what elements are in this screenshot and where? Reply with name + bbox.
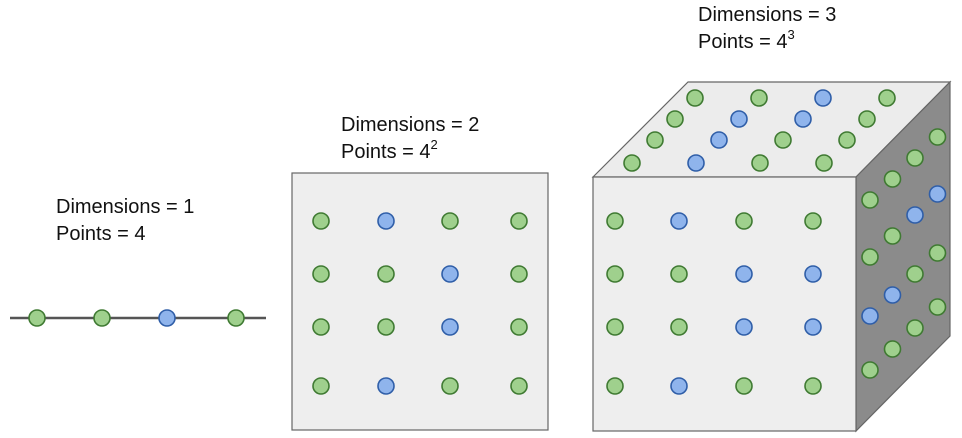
two-d-green-point [510, 265, 528, 283]
one-d-points [28, 309, 245, 327]
cube-front-green-point [606, 265, 624, 283]
two-d-points-label: Points = 42 [341, 137, 438, 163]
three-d-points-label: Points = 43 [698, 27, 795, 53]
cube-top-green-point [666, 110, 684, 128]
cube-top-green-point [750, 89, 768, 107]
two-d-points-exponent: 2 [431, 137, 438, 152]
cube-front-green-point [606, 377, 624, 395]
one-d-panel: Dimensions = 1 Points = 4 [10, 196, 266, 327]
two-d-green-point [441, 212, 459, 230]
two-d-dimensions-label: Dimensions = 2 [341, 114, 479, 136]
cube-top-blue-point [730, 110, 748, 128]
cube-side-blue-point [883, 286, 902, 304]
cube-front-blue-point [735, 265, 753, 283]
cube-front-green-point [606, 318, 624, 336]
cube-top-green-point [858, 110, 876, 128]
cube-top-green-point [815, 154, 833, 172]
two-d-green-point [510, 212, 528, 230]
two-d-green-point [312, 212, 330, 230]
cube-front-green-point [804, 212, 822, 230]
three-d-points-base: Points = 4 [698, 31, 788, 53]
cube-side-green-point [883, 340, 902, 358]
cube-top-green-point [878, 89, 896, 107]
one-d-blue-point [158, 309, 176, 327]
cube-front-green-point [670, 265, 688, 283]
cube-top-green-point [774, 131, 792, 149]
two-d-green-point [312, 318, 330, 336]
one-d-green-point [93, 309, 111, 327]
cube-side-green-point [906, 265, 924, 283]
two-d-square [291, 172, 549, 431]
two-d-points [312, 212, 528, 395]
cube-side-green-point [928, 244, 947, 262]
cube-front-blue-point [804, 318, 822, 336]
two-d-green-point [312, 377, 330, 395]
cube-side-blue-point [906, 206, 924, 224]
cube-side-green-point [861, 191, 879, 209]
cube-front-green-point [804, 377, 822, 395]
one-d-points-label: Points = 4 [56, 223, 146, 245]
cube-top-points [623, 89, 896, 172]
cube-top-green-point [838, 131, 856, 149]
three-d-dimensions-label: Dimensions = 3 [698, 4, 836, 26]
two-d-panel: Dimensions = 2 Points = 42 [291, 114, 549, 431]
cube-front-green-point [606, 212, 624, 230]
two-d-blue-point [377, 377, 395, 395]
cube-top-green-point [646, 131, 664, 149]
two-d-green-point [377, 265, 395, 283]
cube-front-blue-point [670, 377, 688, 395]
two-d-blue-point [441, 318, 459, 336]
cube-side-green-point [883, 227, 902, 245]
one-d-green-point [28, 309, 46, 327]
cube-side-green-point [883, 170, 902, 188]
cube-side-green-point [928, 128, 947, 146]
cube-side-green-point [906, 319, 924, 337]
cube-front-blue-point [670, 212, 688, 230]
cube-top-green-point [623, 154, 641, 172]
two-d-green-point [377, 318, 395, 336]
two-d-green-point [441, 377, 459, 395]
cube-side-points [861, 128, 947, 379]
cube-top-blue-point [814, 89, 832, 107]
two-d-points-base: Points = 4 [341, 141, 431, 163]
cube-front-green-point [735, 212, 753, 230]
cube-side-green-point [861, 248, 879, 266]
cube-top-green-point [751, 154, 769, 172]
one-d-dimensions-label: Dimensions = 1 [56, 196, 194, 218]
three-d-points-exponent: 3 [788, 27, 795, 42]
cube-front-points [606, 212, 822, 395]
two-d-green-point [510, 377, 528, 395]
two-d-blue-point [441, 265, 459, 283]
one-d-green-point [227, 309, 245, 327]
cube-top-blue-point [794, 110, 812, 128]
three-d-panel: Dimensions = 3 Points = 43 [591, 4, 952, 433]
cube-front-green-point [670, 318, 688, 336]
two-d-green-point [510, 318, 528, 336]
two-d-green-point [312, 265, 330, 283]
cube-side-blue-point [928, 185, 947, 203]
cube-side-green-point [861, 361, 879, 379]
two-d-blue-point [377, 212, 395, 230]
cube-front-green-point [735, 377, 753, 395]
cube-front-blue-point [735, 318, 753, 336]
cube-side-blue-point [861, 307, 879, 325]
cube-side-green-point [928, 298, 947, 316]
cube-top-blue-point [710, 131, 728, 149]
cube-top-green-point [686, 89, 704, 107]
cube-front-blue-point [804, 265, 822, 283]
cube-side-green-point [906, 149, 924, 167]
cube-top-blue-point [687, 154, 705, 172]
